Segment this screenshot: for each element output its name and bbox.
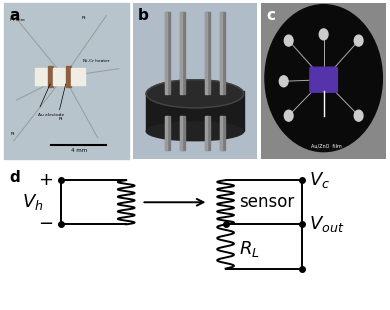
Bar xyxy=(165,116,167,150)
Text: c: c xyxy=(266,8,275,23)
Text: sensor: sensor xyxy=(239,193,294,211)
Circle shape xyxy=(284,110,293,121)
Text: Au/ZnO  film: Au/ZnO film xyxy=(311,144,342,148)
Text: 4 mm: 4 mm xyxy=(71,148,87,153)
Text: $V_h$: $V_h$ xyxy=(22,192,43,212)
Bar xyxy=(53,68,67,85)
Text: Pt: Pt xyxy=(10,132,14,136)
Bar xyxy=(180,12,185,94)
Bar xyxy=(165,12,167,94)
Bar xyxy=(48,66,53,87)
Text: a: a xyxy=(9,8,19,23)
Ellipse shape xyxy=(146,122,244,141)
Text: b: b xyxy=(138,8,149,23)
Text: Pt: Pt xyxy=(59,117,63,121)
Text: $V_c$: $V_c$ xyxy=(309,170,330,190)
Text: +: + xyxy=(39,171,53,189)
Circle shape xyxy=(354,110,363,121)
Text: $R_L$: $R_L$ xyxy=(239,239,260,259)
Bar xyxy=(35,68,50,85)
Ellipse shape xyxy=(146,80,244,108)
Bar xyxy=(180,116,185,150)
Text: Pt wire: Pt wire xyxy=(10,18,25,22)
Bar xyxy=(165,12,170,94)
Bar xyxy=(220,12,222,94)
Bar xyxy=(180,12,182,94)
Bar xyxy=(71,68,85,85)
Bar xyxy=(205,12,207,94)
Bar xyxy=(220,116,225,150)
Text: Au electode: Au electode xyxy=(37,113,64,117)
Text: −: − xyxy=(39,215,53,233)
Bar xyxy=(180,116,182,150)
Bar xyxy=(205,12,210,94)
Bar xyxy=(165,116,170,150)
FancyBboxPatch shape xyxy=(310,67,337,92)
Circle shape xyxy=(265,5,382,152)
Circle shape xyxy=(319,29,328,40)
Bar xyxy=(205,116,207,150)
Circle shape xyxy=(284,35,293,46)
Text: $V_{out}$: $V_{out}$ xyxy=(309,215,344,234)
Text: Ni-Cr heater: Ni-Cr heater xyxy=(83,59,109,63)
Text: d: d xyxy=(10,170,20,185)
Bar xyxy=(66,66,71,87)
Bar xyxy=(146,91,244,131)
Circle shape xyxy=(354,35,363,46)
Bar xyxy=(220,12,225,94)
Bar xyxy=(220,116,222,150)
Bar xyxy=(205,116,210,150)
Circle shape xyxy=(279,76,288,87)
Text: Pt: Pt xyxy=(82,16,86,20)
